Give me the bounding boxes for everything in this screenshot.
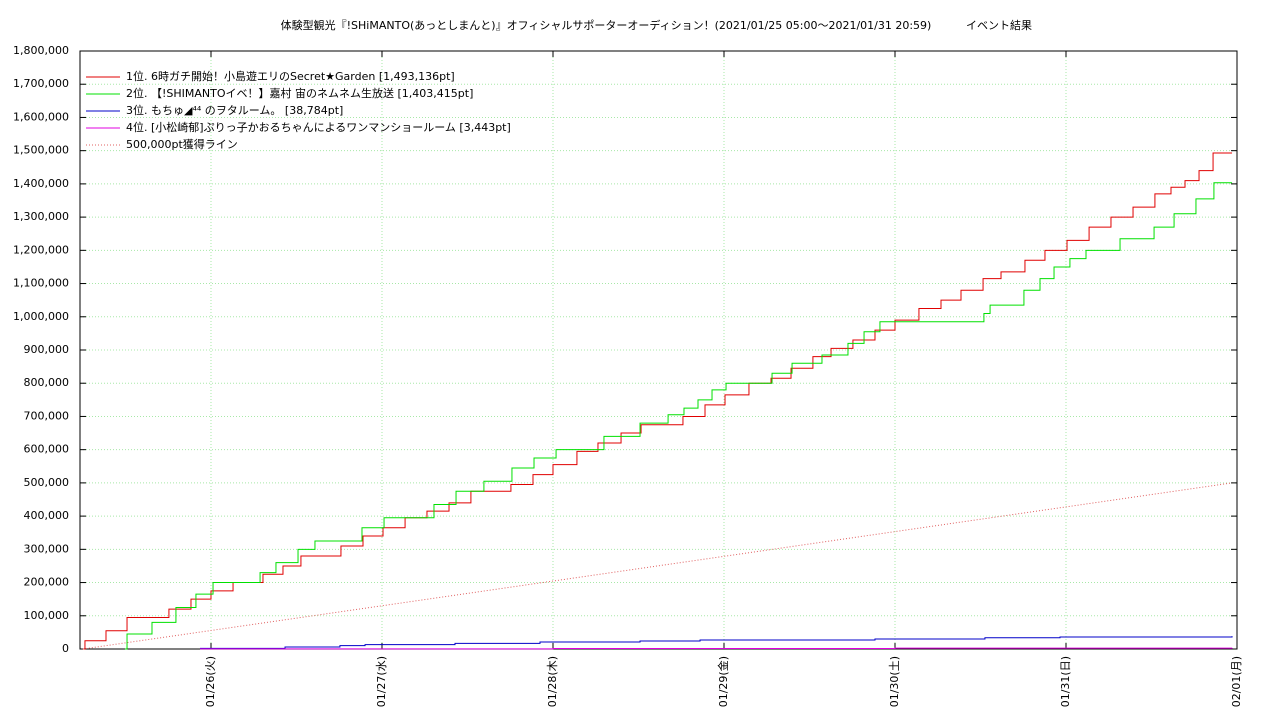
x-tick-label: 01/30(土) (888, 656, 901, 707)
legend-label: 3位. もちゅ◢⁴⁴ のヲタルーム。 [38,784pt] (126, 103, 343, 117)
y-tick-label: 1,500,000 (13, 144, 69, 157)
chart-subtitle: イベント結果 (966, 18, 1032, 32)
legend-label: 2位. 【!SHIMANTOイベ！】嘉村 宙のネムネム生放送 [1,403,41… (126, 86, 473, 100)
legend-label: 1位. 6時ガチ開始！小島遊エリのSecret★Garden [1,493,13… (126, 69, 455, 83)
x-tick-label: 01/31(日) (1059, 656, 1072, 707)
y-tick-label: 1,100,000 (13, 277, 69, 290)
x-tick-label: 01/29(金) (716, 656, 730, 707)
series-line (200, 636, 1233, 649)
series-line (82, 152, 1233, 650)
y-tick-label: 300,000 (24, 542, 70, 555)
y-tick-label: 1,400,000 (13, 177, 69, 190)
x-tick-label: 01/28(木) (546, 656, 559, 707)
series-line (124, 182, 1233, 650)
x-tick-label: 01/27(水) (375, 656, 388, 707)
chart-title: 体験型観光『!SHiMANTO(あっとしまんと)』オフィシャルサポーターオーディ… (281, 18, 932, 32)
y-tick-label: 1,300,000 (13, 210, 69, 223)
y-tick-label: 700,000 (24, 409, 70, 422)
y-tick-label: 1,600,000 (13, 110, 69, 123)
x-tick-label: 02/01(月) (1230, 656, 1243, 707)
y-tick-label: 900,000 (24, 343, 70, 356)
y-tick-label: 1,200,000 (13, 243, 69, 256)
plot-frame (79, 50, 1238, 650)
x-tick-label: 01/26(火) (204, 656, 217, 707)
y-tick-label: 1,700,000 (13, 77, 69, 90)
y-tick-label: 1,000,000 (13, 310, 69, 323)
y-tick-label: 1,800,000 (13, 44, 69, 57)
series-line (200, 647, 1233, 650)
y-tick-label: 600,000 (24, 443, 70, 456)
series-line (82, 482, 1233, 650)
y-tick-label: 800,000 (24, 376, 70, 389)
y-tick-label: 200,000 (24, 576, 70, 589)
y-tick-label: 100,000 (24, 609, 70, 622)
legend-label: 500,000pt獲得ライン (126, 138, 238, 151)
y-tick-label: 500,000 (24, 476, 70, 489)
y-tick-label: 0 (62, 642, 69, 655)
y-tick-label: 400,000 (24, 509, 70, 522)
legend-label: 4位. [小松崎郁]ぷりっ子かおるちゃんによるワンマンショールーム [3,443… (126, 120, 511, 134)
